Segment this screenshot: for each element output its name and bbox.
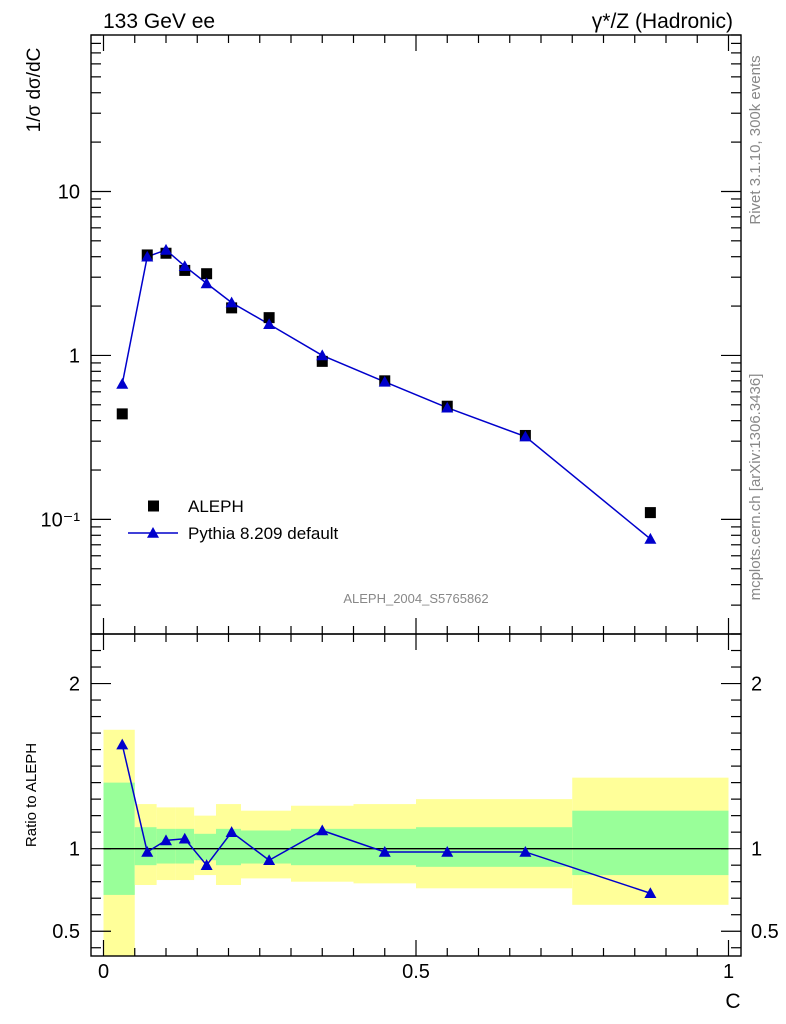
inner-band-bin-0: [103, 782, 135, 895]
inner-band-bin-3: [175, 828, 195, 864]
mc-point: [263, 318, 276, 330]
rivet-version-text: Rivet 3.1.10, 300k events: [747, 55, 764, 224]
main-panel: 10 1 10⁻¹ ALEPH Pythia 8.209 default: [41, 34, 742, 635]
ratio-ylabel: Ratio to ALEPH: [23, 743, 40, 847]
mc-point: [378, 375, 391, 387]
mc-point: [141, 250, 154, 262]
mc-point: [316, 349, 329, 361]
ratio-mc-point: [160, 834, 172, 846]
ratio-mc-point: [225, 826, 238, 837]
ratio-mc-point: [441, 845, 454, 857]
mc-point: [116, 377, 129, 389]
mcplots-reference-text: mcplots.cern.ch [arXiv:1306.3436]: [747, 374, 764, 601]
inner-band-bin-4: [194, 833, 216, 861]
mc-point: [441, 401, 454, 413]
ratio-ytick-label-right: 1: [751, 839, 762, 861]
legend-mc-label: Pythia 8.209 default: [188, 524, 339, 543]
aleph-point: [116, 408, 128, 420]
ratio-ytick-label-left: 0.5: [52, 921, 80, 943]
ratio-mc-point: [200, 859, 213, 870]
aleph-point: [316, 355, 328, 367]
aleph-point: [263, 312, 275, 324]
ratio-mc-point: [178, 832, 191, 844]
main-frame: [90, 34, 742, 635]
x-tick-label: 1: [723, 961, 734, 983]
header-left: 133 GeV ee: [103, 10, 215, 33]
ratio-mc-point: [378, 845, 391, 857]
ratio-mc-point: [116, 738, 129, 750]
ratio-mc-point: [316, 824, 329, 836]
aleph-point: [226, 302, 238, 314]
main-ytick-label-1: 1: [69, 345, 80, 367]
mc-point: [644, 532, 657, 544]
main-ytick-label-0.1: 10⁻¹: [41, 509, 81, 531]
mc-point: [178, 260, 191, 272]
ratio-mc-point: [644, 887, 657, 899]
analysis-id-watermark: ALEPH_2004_S5765862: [343, 591, 488, 606]
mc-point: [160, 243, 172, 255]
x-tick-label: 0.5: [402, 961, 430, 983]
ratio-panel: 0 0.5 1 2 2 1 1 0.5 0.5: [52, 633, 779, 983]
mc-line: [121, 249, 651, 540]
ratio-ytick-label-left: 2: [69, 674, 80, 696]
ratio-mc-point: [141, 845, 154, 857]
legend-aleph-marker: [148, 500, 159, 512]
ratio-ytick-label-left: 1: [69, 839, 80, 861]
ratio-mc-point: [263, 854, 276, 866]
legend-aleph-label: ALEPH: [188, 497, 244, 516]
header-right: γ*/Z (Hadronic): [592, 10, 733, 33]
ratio-ytick-label-right: 0.5: [751, 921, 779, 943]
inner-band-bin-2: [156, 828, 176, 864]
x-tick-label: 0: [98, 961, 109, 983]
main-ytick-label-10: 10: [58, 181, 80, 203]
aleph-point: [201, 268, 213, 280]
x-axis-label: C: [725, 990, 740, 1013]
mc-point: [225, 296, 238, 308]
mc-point: [200, 277, 213, 289]
legend-mc-marker: [147, 527, 159, 538]
mc-point: [519, 430, 532, 442]
inner-band-bin-11: [572, 810, 729, 876]
aleph-point: [644, 507, 656, 519]
main-ylabel: 1/σ dσ/dC: [24, 48, 45, 133]
ratio-mc-point: [519, 845, 532, 857]
ratio-ytick-label-right: 2: [751, 674, 762, 696]
